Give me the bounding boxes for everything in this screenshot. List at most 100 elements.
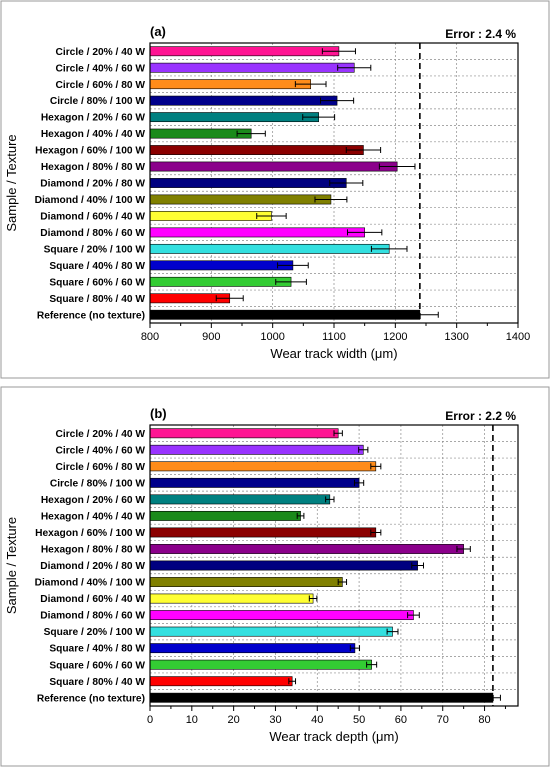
category-label: Circle / 60% / 80 W (56, 462, 146, 473)
error-bar (349, 645, 361, 652)
bar (149, 194, 332, 205)
error-bar (277, 262, 309, 269)
error-bar (294, 81, 327, 88)
bar (149, 577, 343, 587)
error-bar (215, 295, 244, 302)
error-bar (288, 678, 297, 685)
category-label: Square / 60% / 60 W (49, 277, 145, 288)
bar (149, 494, 331, 505)
panel-b: Circle / 20% / 40 W Circle / 40% / 60 W Ci… (0, 386, 550, 767)
category-label: Hexagon / 20% / 60 W (41, 113, 146, 124)
error-bar (236, 130, 266, 137)
x-tick-label: 900 (202, 331, 220, 343)
category-label: Diamond / 40% / 100 W (35, 195, 146, 206)
bar (149, 477, 360, 488)
error-annotation: Error : 2.2 % (445, 409, 516, 423)
error-bar (353, 479, 365, 486)
error-annotation: Error : 2.4 % (445, 27, 516, 41)
error-bar (302, 114, 336, 121)
category-label: Square / 60% / 60 W (49, 660, 145, 671)
category-label: Diamond / 60% / 40 W (40, 212, 145, 223)
category-label: Hexagon / 80% / 80 W (41, 162, 146, 173)
x-tick-label: 30 (269, 714, 281, 726)
x-tick-label: 1400 (506, 331, 530, 343)
category-label: Hexagon / 60% / 100 W (35, 528, 145, 539)
x-tick-label: 0 (147, 714, 153, 726)
category-label: Hexagon / 80% / 80 W (41, 545, 146, 556)
error-bar (346, 229, 383, 236)
error-bar (370, 463, 382, 470)
category-label: Diamond / 80% / 60 W (40, 228, 145, 239)
category-label: Diamond / 40% / 100 W (35, 578, 146, 589)
x-tick-label: 50 (353, 714, 365, 726)
bar (149, 676, 293, 687)
category-label: Circle / 80% / 100 W (50, 478, 146, 489)
category-label: Diamond / 20% / 80 W (40, 561, 145, 572)
category-label: Circle / 60% / 80 W (56, 80, 146, 91)
panel-label: (b) (150, 406, 167, 421)
y-axis-title: Sample / Texture (4, 134, 19, 231)
category-label: Hexagon / 40% / 40 W (41, 129, 146, 140)
bar (149, 560, 418, 571)
y-axis-title: Sample / Texture (4, 517, 19, 614)
plot-area (149, 424, 519, 707)
category-label: Square / 20% / 100 W (44, 627, 146, 638)
error-bar (321, 48, 356, 55)
error-bar (345, 147, 382, 154)
bar (149, 46, 340, 57)
error-bar (308, 595, 318, 602)
category-label: Square / 40% / 80 W (49, 261, 145, 272)
x-tick-label: 1100 (322, 331, 346, 343)
x-axis-title: Wear track width (μm) (270, 346, 397, 361)
bar (149, 610, 414, 621)
category-label: Diamond / 80% / 60 W (40, 611, 145, 622)
error-bar (378, 163, 416, 170)
panel-label: (a) (150, 24, 166, 39)
category-label: Hexagon / 20% / 60 W (41, 495, 146, 506)
category-label: Square / 20% / 100 W (44, 244, 146, 255)
bar (149, 95, 338, 106)
category-label: Circle / 80% / 100 W (50, 96, 146, 107)
bar (149, 692, 494, 703)
bar (149, 79, 311, 90)
error-bar (407, 612, 420, 619)
error-bar (275, 278, 307, 285)
error-bar (320, 97, 355, 104)
panel-a: Circle / 20% / 40 W Circle / 40% / 60 W Ci… (0, 0, 550, 379)
x-tick-label: 70 (437, 714, 449, 726)
error-bar (411, 562, 424, 569)
bar (149, 626, 393, 637)
bar (149, 128, 252, 139)
bar (149, 227, 365, 238)
bar (149, 428, 339, 439)
x-tick-label: 40 (311, 714, 323, 726)
error-bar (337, 64, 372, 71)
bar (149, 659, 372, 670)
bar (149, 309, 421, 320)
error-bar (456, 545, 471, 552)
error-bar (329, 180, 364, 186)
bar (149, 527, 377, 538)
bar (149, 178, 347, 188)
category-label: Circle / 40% / 60 W (56, 445, 146, 456)
error-bar (333, 430, 343, 437)
category-label: Circle / 20% / 40 W (56, 429, 146, 440)
x-tick-label: 10 (186, 714, 198, 726)
category-label: Reference (no texture) (37, 310, 145, 321)
error-bar (358, 446, 369, 453)
error-bar (386, 628, 399, 635)
bar (149, 544, 464, 554)
bar (149, 461, 377, 472)
category-label: Square / 80% / 40 W (49, 677, 145, 688)
x-tick-label: 80 (478, 714, 490, 726)
bar (149, 145, 364, 155)
category-label: Circle / 40% / 60 W (56, 63, 146, 74)
category-label: Hexagon / 60% / 100 W (35, 146, 145, 157)
x-tick-label: 1200 (383, 331, 407, 343)
category-label: Circle / 20% / 40 W (56, 47, 146, 58)
bar (149, 243, 390, 254)
bar (149, 211, 272, 221)
bar (149, 593, 314, 604)
error-bar (366, 661, 378, 668)
